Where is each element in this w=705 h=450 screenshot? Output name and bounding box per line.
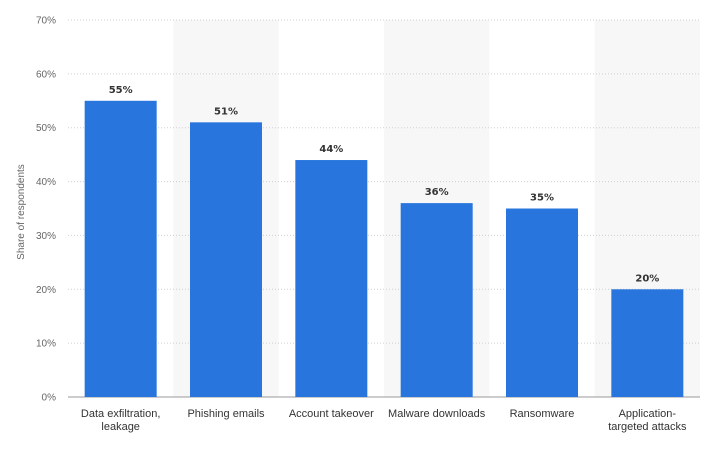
x-axis-labels: Data exfiltration,leakage Phishing emails… [81,408,687,433]
x-category-label: Data exfiltration, [81,408,160,420]
x-category-label: Application- [619,408,677,420]
y-axis-ticks: 0% 10% 20% 30% 40% 50% 60% 70% [36,16,56,404]
y-tick-label: 70% [36,16,56,27]
y-tick-label: 60% [36,69,56,80]
bar [295,160,368,397]
x-category-label: Account takeover [289,408,374,420]
y-tick-label: 50% [36,123,56,134]
data-label: 51% [214,106,238,117]
y-tick-label: 40% [36,177,56,188]
data-labels: 55% 51% 44% 36% 35% 20% [109,85,660,284]
data-label: 20% [635,273,659,284]
x-category-label: Ransomware [510,408,575,420]
data-label: 44% [319,144,343,155]
data-label: 35% [530,193,554,204]
y-tick-label: 30% [36,231,56,242]
y-tick-label: 10% [36,339,56,350]
y-tick-label: 0% [42,393,57,404]
data-label: 55% [109,85,133,96]
bar [400,203,473,397]
bars [84,100,684,398]
bar [611,289,684,397]
bar [506,208,578,397]
bar [190,122,262,397]
bar [84,100,157,398]
x-category-label: Malware downloads [388,408,486,420]
data-label: 36% [425,187,449,198]
y-tick-label: 20% [36,285,56,296]
gridlines [68,19,700,398]
x-category-label: leakage [101,421,140,433]
x-category-label: targeted attacks [608,421,687,433]
y-axis-title: Share of respondents [16,164,27,260]
x-category-label: Phishing emails [187,408,265,420]
